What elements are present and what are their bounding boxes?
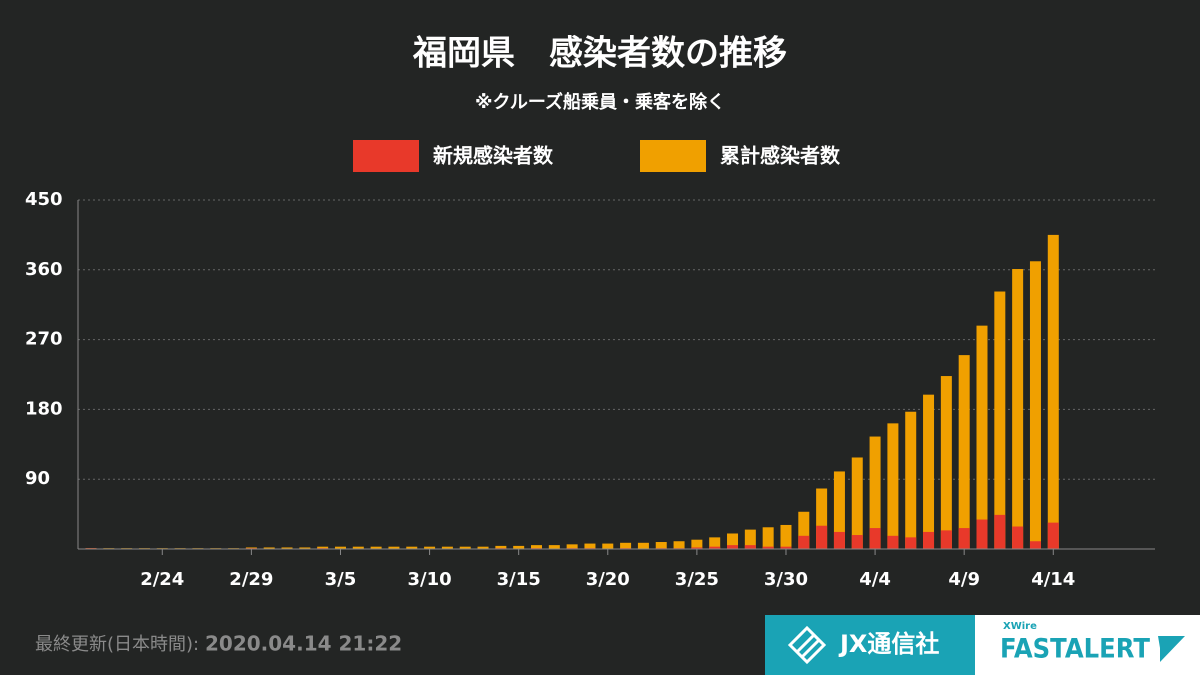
- updated-time: 2020.04.14 21:22: [205, 632, 402, 656]
- bar: [406, 546, 418, 549]
- x-tick-label: 4/9: [948, 569, 980, 590]
- bar: [798, 511, 810, 549]
- bar: [673, 541, 685, 549]
- bar: [691, 539, 703, 549]
- bar: [923, 531, 935, 549]
- bar: [1029, 261, 1041, 549]
- xwire-text: XWire: [1003, 621, 1037, 632]
- bar: [940, 530, 952, 549]
- bar: [940, 376, 952, 549]
- bar: [1029, 541, 1041, 549]
- bar: [887, 423, 899, 549]
- bar: [958, 355, 970, 549]
- bar: [851, 535, 863, 549]
- x-tick-label: 4/14: [1031, 569, 1075, 590]
- bar: [744, 529, 756, 549]
- legend-swatch: [640, 140, 706, 172]
- bar: [299, 547, 311, 549]
- bar: [352, 546, 364, 549]
- bar: [513, 545, 525, 549]
- bar: [798, 535, 810, 549]
- bar: [441, 546, 453, 549]
- bar: [566, 544, 578, 549]
- bar: [994, 514, 1006, 549]
- jx-logo-box: [765, 615, 975, 675]
- bar: [1012, 269, 1024, 549]
- fastalert-icon: [1158, 636, 1185, 662]
- bar: [388, 546, 400, 549]
- bar: [709, 537, 721, 549]
- x-tick-label: 2/29: [229, 569, 273, 590]
- bar: [1047, 522, 1059, 549]
- bar: [976, 519, 988, 549]
- bar: [334, 546, 346, 549]
- x-tick-label: 3/5: [325, 569, 357, 590]
- legend-swatch: [353, 140, 419, 172]
- y-tick-label: 450: [25, 189, 63, 210]
- jx-icon: [787, 625, 827, 665]
- fastalert-text: FASTALERT: [1000, 634, 1151, 665]
- bar: [905, 411, 917, 549]
- bar: [727, 545, 739, 549]
- bar: [869, 528, 881, 549]
- x-tick-label: 3/30: [764, 569, 808, 590]
- x-tick-label: 3/25: [675, 569, 719, 590]
- y-tick-label: 360: [25, 259, 63, 280]
- chart-title: 福岡県 感染者数の推移: [412, 34, 787, 74]
- bar: [762, 546, 774, 549]
- x-tick-label: 3/10: [408, 569, 452, 590]
- bar: [780, 546, 792, 549]
- bar: [281, 547, 293, 549]
- bar: [548, 545, 560, 549]
- bar: [816, 525, 828, 549]
- bar: [833, 471, 845, 549]
- bar: [584, 543, 596, 549]
- bar: [620, 542, 632, 549]
- bar: [923, 394, 935, 549]
- bar: [477, 546, 489, 549]
- jx-logo-text: JX通信社: [838, 630, 939, 658]
- legend-label: 累計感染者数: [720, 144, 841, 168]
- bar: [727, 533, 739, 549]
- bar: [816, 488, 828, 549]
- bar: [994, 291, 1006, 549]
- bar: [780, 524, 792, 549]
- bar: [263, 547, 275, 549]
- y-tick-label: 90: [25, 468, 50, 489]
- bar: [317, 546, 329, 549]
- bar: [905, 537, 917, 549]
- bar: [1047, 234, 1059, 549]
- bar: [602, 543, 614, 549]
- bar: [887, 535, 899, 549]
- updated-label: 最終更新(日本時間):: [35, 634, 199, 655]
- bar: [1012, 526, 1024, 549]
- bar: [851, 457, 863, 549]
- legend-label: 新規感染者数: [433, 144, 554, 168]
- y-tick-label: 180: [25, 398, 63, 419]
- bar: [531, 545, 542, 549]
- x-tick-label: 3/20: [586, 569, 630, 590]
- bar: [655, 542, 667, 549]
- bar: [869, 436, 881, 549]
- bar: [958, 528, 970, 549]
- y-tick-label: 270: [25, 329, 63, 350]
- bar: [495, 545, 507, 549]
- bar: [459, 546, 471, 549]
- bar: [709, 546, 721, 549]
- x-tick-label: 2/24: [140, 569, 184, 590]
- bar: [637, 542, 649, 549]
- x-tick-label: 3/15: [497, 569, 541, 590]
- bar: [424, 546, 436, 549]
- bar: [370, 546, 382, 549]
- bar: [833, 531, 845, 549]
- chart-subtitle: ※クルーズ船乗員・乗客を除く: [475, 91, 725, 113]
- bar: [691, 547, 703, 549]
- x-tick-label: 4/4: [859, 569, 891, 590]
- bar: [762, 527, 774, 549]
- bar: [976, 325, 988, 549]
- bar: [744, 545, 756, 549]
